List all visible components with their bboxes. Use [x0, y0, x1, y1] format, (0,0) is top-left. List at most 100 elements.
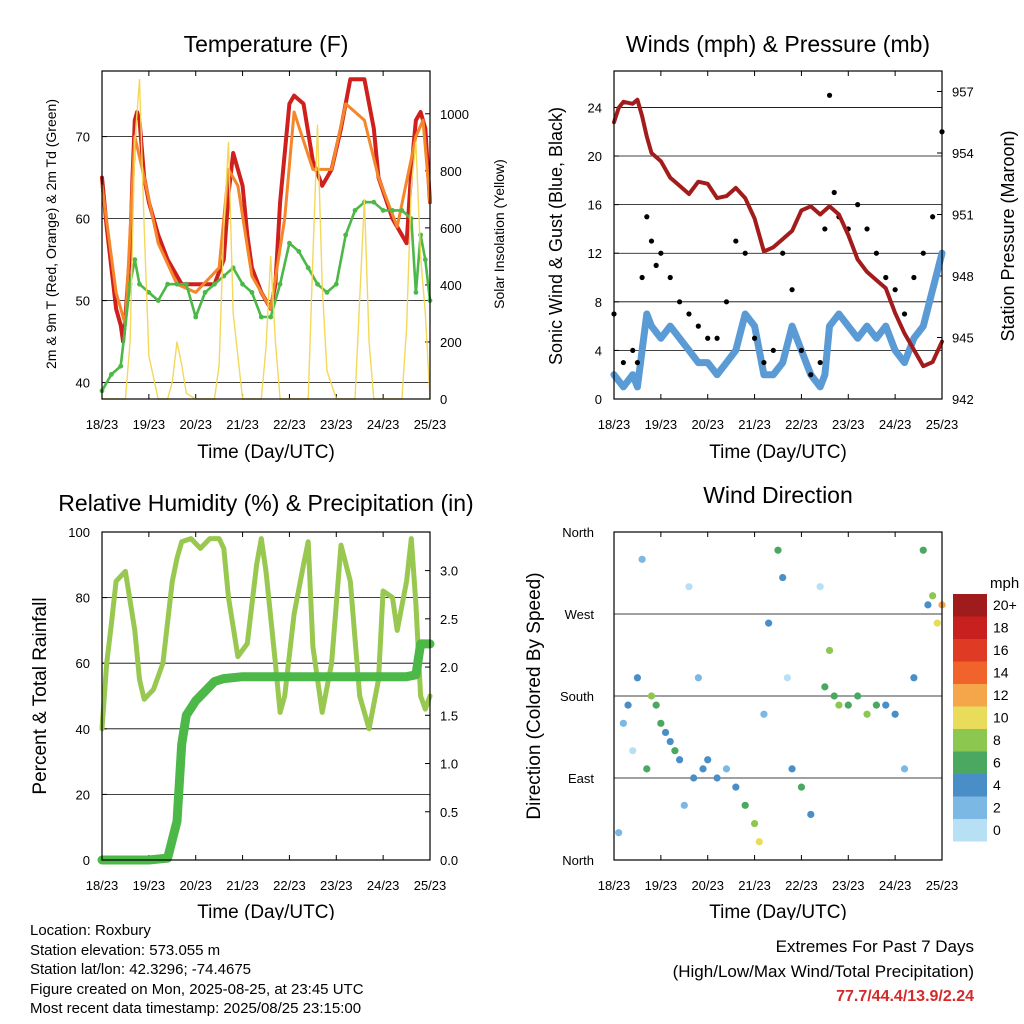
y-tick-label-right: 1.5 [440, 708, 458, 723]
rh-xlabel: Time (Day/UTC) [197, 902, 335, 920]
direction-point [633, 674, 642, 682]
speed-legend-label: 18 [993, 620, 1009, 636]
y-tick-label: 40 [76, 376, 90, 391]
x-tick-label: 25/23 [926, 878, 959, 893]
gust-point [761, 359, 767, 366]
plot-frame [613, 70, 943, 400]
x-tick-label: 24/23 [367, 878, 400, 893]
y-tick-label-right: 600 [440, 221, 462, 236]
y-tick-label: 4 [595, 343, 602, 358]
y-tick-label-right: 2.5 [440, 612, 458, 627]
y-tick-label: 50 [76, 294, 90, 309]
gust-point [686, 311, 692, 317]
gust-point [639, 274, 645, 281]
x-tick-label: 19/23 [133, 878, 166, 893]
x-tick-label: 21/23 [226, 878, 259, 893]
direction-point [652, 701, 660, 709]
x-tick-label: 20/23 [691, 878, 724, 893]
temperature-title: Temperature (F) [184, 31, 349, 57]
y-tick-label-right: 0 [440, 392, 447, 407]
temperature-ylabel: 2m & 9m T (Red, Orange) & 2m Td (Green) [43, 99, 59, 369]
direction-point [680, 801, 688, 809]
direction-point [788, 765, 796, 773]
y-tick-label-right: 948 [952, 269, 974, 284]
direction-point [624, 701, 632, 709]
location-text: Location: Roxbury [30, 922, 151, 939]
speed-legend-swatch [953, 796, 987, 819]
x-tick-label: 25/23 [926, 417, 959, 432]
speed-legend-swatch [953, 616, 987, 639]
dewpoint-point [296, 249, 302, 254]
x-tick-label: 19/23 [645, 878, 678, 893]
plot-frame [101, 531, 431, 861]
x-tick-label: 25/23 [414, 417, 447, 432]
direction-point [732, 783, 740, 791]
y-tick-label-right: 800 [440, 164, 462, 179]
x-tick-label: 25/23 [414, 878, 447, 893]
direction-point [657, 719, 665, 727]
precip-line [97, 639, 435, 865]
gust-point [901, 311, 908, 317]
y-tick-label-right: 400 [440, 278, 462, 293]
temperature-xlabel: Time (Day/UTC) [197, 442, 335, 463]
direction-point [900, 765, 909, 773]
dewpoint-point [333, 281, 339, 287]
direction-point [872, 701, 881, 709]
y-tick-label-right: 1000 [440, 107, 469, 122]
dewpoint-point [146, 290, 152, 295]
gust-point [733, 238, 739, 244]
x-tick-label: 23/23 [832, 878, 865, 893]
speed-legend-swatch [953, 594, 987, 617]
gust-point [780, 250, 786, 256]
winds-panel: Winds (mph) & Pressure (mb) Sonic Wind &… [546, 31, 1018, 463]
direction-point [830, 692, 838, 700]
y-tick-label: 8 [595, 295, 602, 310]
gust-point [644, 214, 650, 220]
x-tick-label: 23/23 [320, 878, 353, 893]
direction-panel: Wind Direction Direction (Colored By Spe… [524, 482, 1019, 920]
y-tick-label: 12 [588, 246, 602, 261]
dewpoint-point [380, 208, 386, 213]
speed-legend-swatch [953, 751, 987, 774]
x-tick-label: 21/23 [738, 417, 771, 432]
dewpoint-point [118, 363, 124, 369]
td-line [100, 200, 432, 393]
gust-point [770, 347, 776, 354]
gust-point [667, 274, 673, 281]
figure-canvas: Temperature (F) 2m & 9m T (Red, Orange) … [30, 31, 1019, 920]
extremes-heading: Extremes For Past 7 Days [775, 937, 974, 956]
speed-legend-swatch [953, 819, 987, 842]
pressure-line [612, 97, 944, 369]
direction-point [741, 801, 749, 809]
dewpoint-point [132, 257, 138, 262]
rh-title: Relative Humidity (%) & Precipitation (i… [58, 490, 473, 516]
direction-tick-label: North [562, 853, 594, 868]
x-tick-label: 22/23 [785, 878, 818, 893]
direction-point [910, 674, 918, 682]
x-tick-label: 22/23 [785, 417, 818, 432]
rh-line [99, 536, 433, 732]
speed-legend-swatch [953, 684, 987, 707]
gust-point [817, 359, 823, 366]
y-tick-label: 60 [76, 656, 90, 671]
dewpoint-point [193, 314, 199, 320]
y-tick-label: 100 [68, 525, 90, 540]
x-tick-label: 19/23 [133, 417, 166, 432]
dewpoint-point [352, 208, 358, 213]
direction-point [685, 583, 693, 591]
y-tick-label: 80 [76, 591, 90, 606]
x-tick-label: 21/23 [226, 417, 259, 432]
speed-legend-swatch [953, 729, 987, 752]
direction-point [671, 747, 679, 755]
direction-point [755, 838, 763, 846]
dewpoint-point [258, 314, 264, 320]
gust-point [648, 238, 655, 244]
dewpoint-point [324, 290, 330, 295]
y-tick-label: 20 [588, 149, 602, 164]
winds-ylabel-right: Station Pressure (Maroon) [998, 130, 1018, 341]
direction-point [750, 819, 759, 828]
rh-ylabel: Percent & Total Rainfall [30, 597, 51, 794]
y-tick-label: 24 [588, 100, 602, 115]
gust-point [620, 359, 626, 366]
gust-point [714, 335, 720, 341]
